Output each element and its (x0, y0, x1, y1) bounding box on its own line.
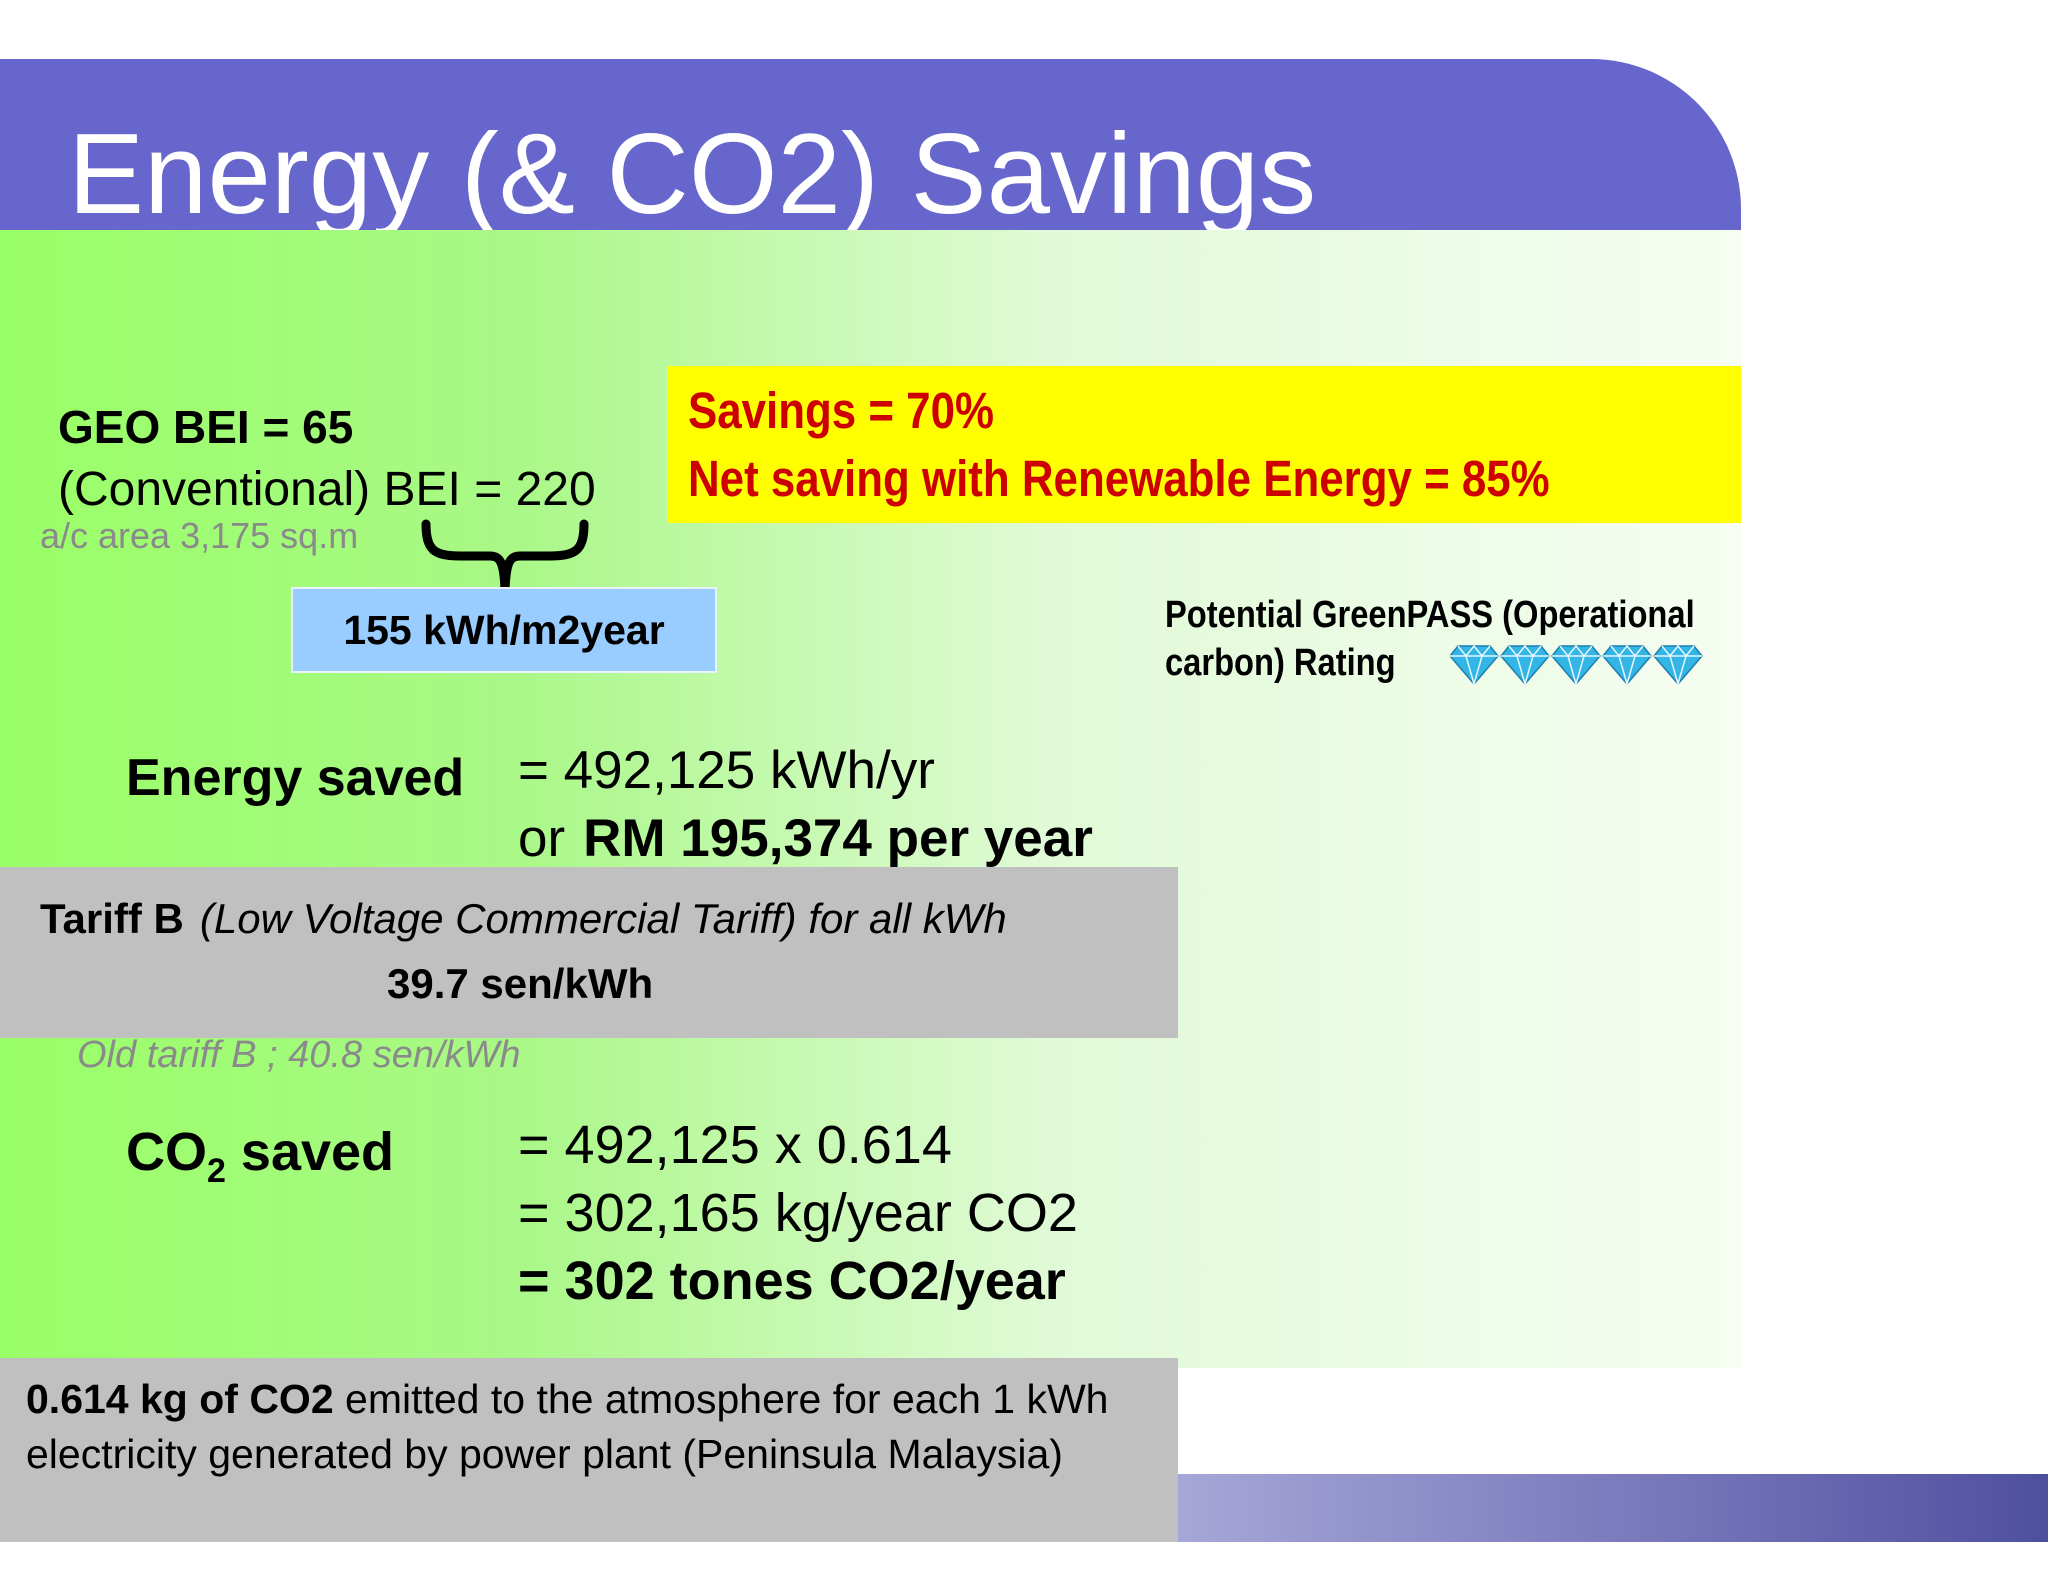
diamond-rating (1450, 644, 1703, 686)
net-saving: Net saving with Renewable Energy = 85% (688, 450, 1550, 507)
tariff-box (0, 867, 1178, 1038)
old-tariff: Old tariff B ; 40.8 sen/kWh (77, 1034, 521, 1076)
diamond-icon (1500, 644, 1550, 686)
savings-box (667, 366, 1741, 523)
slide-title: Energy (& CO2) Savings (68, 111, 1317, 238)
greenpass-label-line1: Potential GreenPASS (Operational (1165, 594, 1695, 636)
energy-saved-value: = 492,125 kWh/yr (518, 741, 935, 800)
money-value: RM 195,374 per year (583, 809, 1093, 868)
emission-note-text: emitted to the atmosphere for each 1 kWh… (26, 1376, 1109, 1477)
emission-note-bold: 0.614 kg of CO2 (26, 1376, 334, 1422)
co2-label-sub: 2 (207, 1152, 226, 1190)
diamond-icon (1602, 644, 1652, 686)
bottom-bar (1178, 1474, 2048, 1542)
co2-label-post: saved (225, 1122, 395, 1182)
title-bar (0, 59, 1741, 230)
co2-saved-label: CO2 saved (126, 1125, 394, 1188)
greenpass-label-line2: carbon) Rating (1165, 642, 1396, 684)
co2-calc-line2: = 302,165 kg/year CO2 (518, 1183, 1078, 1243)
tariff-rate: 39.7 sen/kWh (387, 960, 654, 1007)
energy-saved-money: or RM 195,374 per year (518, 812, 1093, 865)
conventional-bei: (Conventional) BEI = 220 (58, 463, 596, 516)
energy-saved-label: Energy saved (126, 749, 465, 807)
tariff-description: Tariff B (Low Voltage Commercial Tariff) … (40, 898, 1007, 940)
co2-calc-line3: = 302 tones CO2/year (518, 1251, 1066, 1311)
emission-note: 0.614 kg of CO2 emitted to the atmospher… (26, 1372, 1166, 1482)
diamond-icon (1653, 644, 1703, 686)
diamond-icon (1450, 644, 1499, 686)
or-text: or (518, 809, 566, 868)
bei-difference: 155 kWh/m2year (343, 606, 665, 653)
brace-icon (421, 519, 589, 594)
tariff-detail: (Low Voltage Commercial Tariff) for all … (199, 895, 1007, 942)
ac-area: a/c area 3,175 sq.m (40, 515, 359, 556)
geo-bei: GEO BEI = 65 (58, 401, 354, 453)
emission-note-box (0, 1358, 1178, 1542)
bei-difference-box: 155 kWh/m2year (291, 587, 717, 673)
savings-percent: Savings = 70% (688, 382, 994, 439)
diamond-icon (1551, 644, 1601, 686)
co2-label-pre: CO (126, 1122, 207, 1182)
tariff-name: Tariff B (40, 895, 184, 942)
co2-calc-line1: = 492,125 x 0.614 (518, 1115, 952, 1175)
